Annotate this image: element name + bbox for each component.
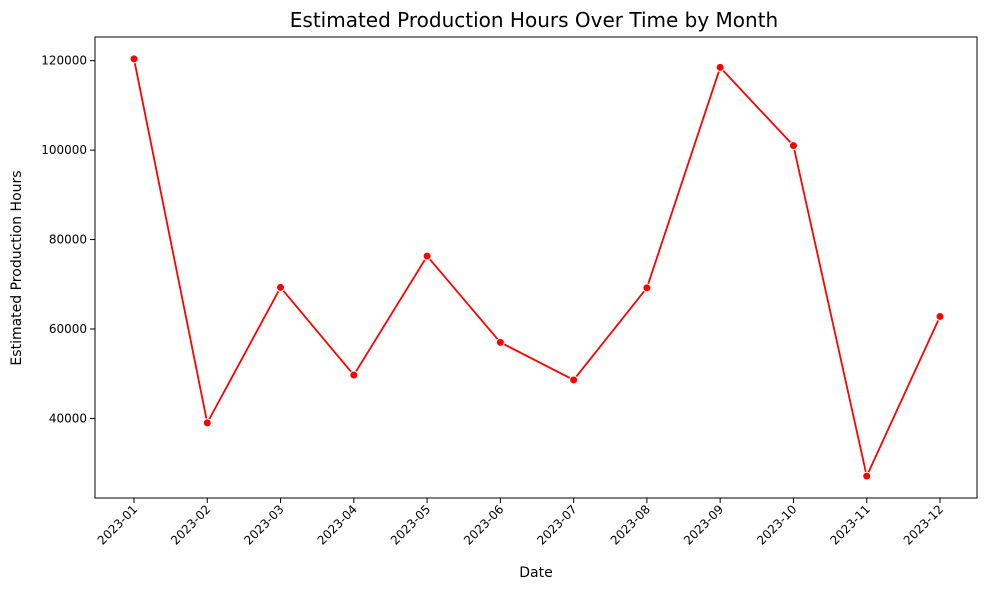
data-point <box>642 283 652 293</box>
y-tick-label: 80000 <box>49 233 87 247</box>
x-tick-label: 2023-03 <box>241 502 286 547</box>
y-tick-label: 100000 <box>41 143 87 157</box>
y-tick-label: 40000 <box>49 411 87 425</box>
data-point <box>349 370 359 380</box>
x-axis-label: Date <box>519 565 552 581</box>
x-tick-label: 2023-05 <box>388 502 433 547</box>
y-tick-label: 120000 <box>41 54 87 68</box>
x-axis: 2023-01 2023-02 2023-03 2023-04 2023-05 2023-… <box>95 498 946 548</box>
data-point <box>422 251 432 261</box>
data-point <box>276 282 286 292</box>
data-point <box>715 62 725 72</box>
data-point <box>788 141 798 151</box>
x-tick-label: 2023-12 <box>901 502 946 547</box>
data-point <box>569 375 579 385</box>
plot-area-frame <box>94 36 978 499</box>
x-tick-label: 2023-09 <box>681 502 726 547</box>
data-point <box>935 311 945 321</box>
y-tick-label: 60000 <box>49 322 87 336</box>
data-point <box>862 471 872 481</box>
data-point <box>129 54 139 64</box>
x-tick-label: 2023-02 <box>168 502 213 547</box>
data-point <box>202 418 212 428</box>
series-line <box>133 58 941 477</box>
x-tick-label: 2023-11 <box>827 502 872 547</box>
x-tick-label: 2023-01 <box>95 502 140 547</box>
x-tick-label: 2023-07 <box>534 502 579 547</box>
x-tick-label: 2023-06 <box>461 502 506 547</box>
data-point <box>495 337 505 347</box>
y-axis-label: Estimated Production Hours <box>9 170 25 365</box>
y-axis: 40000 60000 80000 100000 120000 <box>41 54 95 425</box>
x-tick-label: 2023-04 <box>315 502 360 547</box>
series-layer <box>129 54 945 481</box>
x-tick-label: 2023-08 <box>608 502 653 547</box>
chart-title: Estimated Production Hours Over Time by … <box>290 8 778 32</box>
x-tick-label: 2023-10 <box>754 502 799 547</box>
